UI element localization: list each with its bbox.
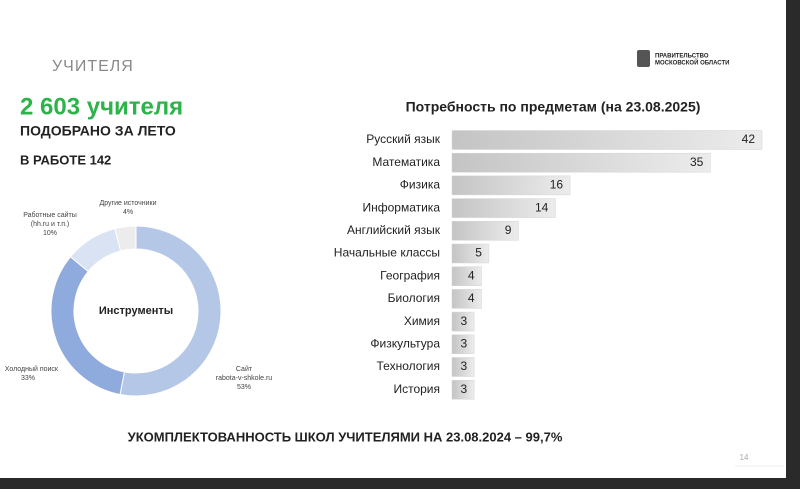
donut-label: Другие источники [99,200,156,207]
value-label: 4 [468,291,475,305]
category-label: География [380,268,440,282]
value-label: 3 [460,359,467,373]
footer-note: УКОМПЛЕКТОВАННОСТЬ ШКОЛ УЧИТЕЛЯМИ НА 23.… [128,429,563,444]
frame-edge [0,478,800,489]
value-label: 3 [460,336,467,350]
page-number: 14 [740,453,749,462]
value-label: 5 [475,246,482,260]
bar [451,175,571,196]
bar [451,266,482,286]
donut-label: Работные сайты [23,211,77,219]
bar [451,311,475,332]
donut-center-label: Инструменты [99,305,173,317]
bar [451,198,556,218]
category-label: Биология [388,291,440,305]
logo-emblem [637,50,650,67]
bar [451,334,475,355]
category-label: Химия [404,314,440,328]
value-label: 4 [468,268,475,282]
category-label: Информатика [362,200,440,214]
donut-segment [114,225,137,252]
donut-value-label: 10% [43,230,57,237]
subheadline: ПОДОБРАНО ЗА ЛЕТО [20,123,176,139]
in-work: В РАБОТЕ 142 [20,152,111,167]
logo-text: ПРАВИТЕЛЬСТВО [655,54,709,60]
bar [451,221,519,241]
category-label: Математика [372,155,440,169]
category-label: Физика [400,178,441,192]
donut-segment [119,225,222,397]
category-label: История [393,382,440,396]
value-label: 3 [460,382,467,396]
donut-value-label: 4% [123,209,133,216]
value-label: 14 [535,200,549,214]
category-label: Физкультура [370,336,440,350]
donut-label: Холодный поиск [5,365,59,373]
value-label: 42 [742,132,756,146]
donut-value-label: 53% [237,384,251,391]
chart-title: Потребность по предметам (на 23.08.2025) [406,99,701,115]
donut-value-label: 33% [21,375,35,382]
donut-label: Сайт [236,365,253,373]
value-label: 35 [690,155,704,169]
category-label: Начальные классы [334,246,440,260]
category-label: Технология [377,359,441,373]
donut-label: rabota-v-shkole.ru [216,375,273,382]
category-label: Русский язык [366,132,440,146]
bar [451,152,711,173]
bar [451,357,475,377]
section-title: УЧИТЕЛЯ [52,58,134,75]
bar [451,130,763,150]
value-label: 3 [460,314,467,328]
headline: 2 603 учителя [20,93,183,120]
category-label: Английский язык [347,223,441,237]
donut-label: (hh.ru и т.п.) [31,221,70,228]
value-label: 9 [505,223,512,237]
bar [451,243,490,264]
frame-edge [786,0,800,489]
value-label: 16 [550,178,564,192]
bar [451,379,475,400]
logo-text: МОСКОВСКОЙ ОБЛАСТИ [655,59,729,67]
bar [451,289,482,309]
logo: ПРАВИТЕЛЬСТВО МОСКОВСКОЙ ОБЛАСТИ [637,50,729,67]
